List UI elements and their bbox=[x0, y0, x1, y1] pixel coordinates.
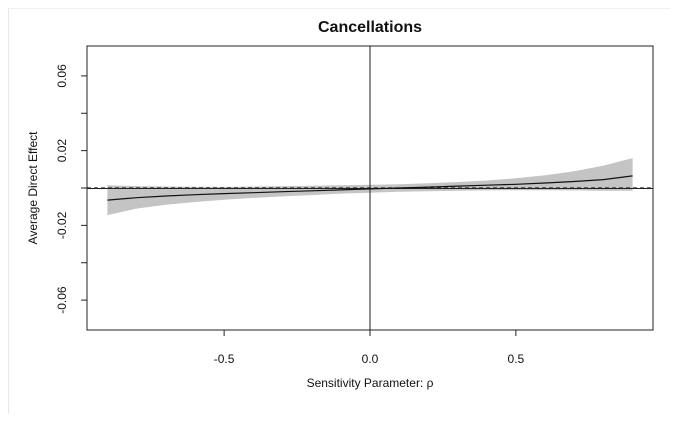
x-tick-label: 0.0 bbox=[362, 352, 379, 366]
x-tick-label: 0.5 bbox=[508, 352, 525, 366]
figure-top-border bbox=[8, 8, 670, 9]
plot-area bbox=[86, 45, 654, 331]
figure-left-border bbox=[8, 8, 9, 414]
y-tick-label: 0.06 bbox=[55, 64, 69, 88]
estimate-line bbox=[107, 175, 633, 201]
x-axis: -0.5 0.0 0.5 bbox=[214, 330, 525, 366]
y-tick-label: -0.06 bbox=[55, 286, 69, 314]
chart-title: Cancellations bbox=[318, 19, 422, 36]
y-tick-label: 0.02 bbox=[55, 139, 69, 163]
y-axis-label: Average Direct Effect bbox=[26, 131, 40, 245]
x-axis-label: Sensitivity Parameter: ρ bbox=[307, 376, 434, 390]
y-axis: -0.06 -0.02 0.02 0.06 bbox=[55, 64, 87, 314]
y-tick-label: -0.02 bbox=[55, 211, 69, 239]
x-tick-label: -0.5 bbox=[214, 352, 235, 366]
plot-inner bbox=[87, 46, 653, 330]
